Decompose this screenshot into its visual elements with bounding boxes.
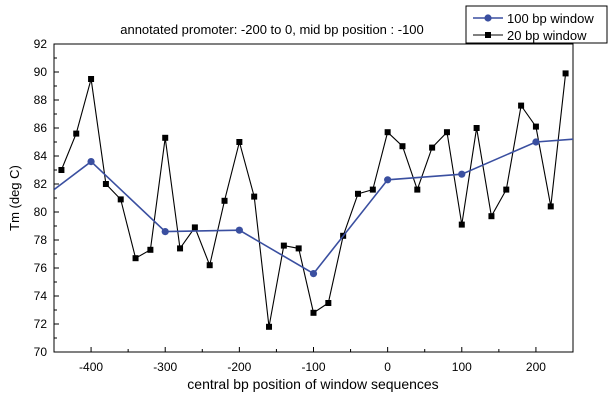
y-tick-label: 92: [34, 37, 48, 51]
data-point: [206, 262, 213, 269]
y-tick-label: 84: [34, 149, 48, 163]
chart-title: annotated promoter: -200 to 0, mid bp po…: [120, 22, 424, 37]
legend-label-20bp: 20 bp window: [507, 28, 587, 43]
data-point: [518, 102, 525, 109]
data-point: [310, 309, 317, 316]
data-point: [177, 245, 184, 252]
y-axis: 70 72 74 76 78 80 82 84 86 88 90 92: [34, 37, 59, 359]
data-point: [161, 228, 169, 236]
data-point: [147, 246, 154, 253]
x-axis: -400 -300 -200 -100 0 100 200: [79, 347, 546, 374]
plot-frame: [53, 43, 574, 353]
y-tick-label: 86: [34, 121, 48, 135]
data-point: [235, 226, 243, 234]
data-point: [236, 139, 243, 145]
x-tick-label: -200: [227, 360, 251, 374]
y-tick-label: 70: [34, 345, 48, 359]
x-tick-label: -300: [153, 360, 177, 374]
legend: 100 bp window 20 bp window: [465, 5, 608, 44]
data-point: [458, 170, 466, 178]
data-point: [532, 138, 540, 146]
series-100bp: [54, 138, 573, 278]
data-point: [191, 224, 198, 231]
series-line: [54, 138, 573, 275]
x-tick-label: 0: [384, 360, 391, 374]
series-line: [60, 73, 567, 327]
series-layer: [54, 70, 573, 330]
data-point: [132, 255, 139, 262]
data-point: [354, 190, 361, 197]
x-axis-label: central bp position of window sequences: [187, 376, 438, 392]
data-point: [532, 123, 539, 130]
data-point: [325, 300, 332, 306]
data-point: [384, 176, 392, 184]
data-point: [58, 167, 65, 173]
data-point: [369, 186, 376, 193]
series-20bp: [58, 70, 569, 330]
data-point: [384, 129, 391, 136]
y-tick-label: 76: [34, 261, 48, 275]
data-point: [87, 158, 95, 166]
data-point: [429, 144, 436, 151]
data-point: [547, 203, 554, 210]
data-point: [414, 186, 421, 193]
y-tick-label: 80: [34, 205, 48, 219]
y-axis-label: Tm (deg C): [7, 165, 22, 231]
y-tick-label: 78: [34, 233, 48, 247]
legend-label-100bp: 100 bp window: [507, 11, 594, 26]
data-point: [458, 221, 465, 228]
data-point: [117, 196, 124, 203]
x-tick-label: -400: [79, 360, 103, 374]
data-point: [309, 270, 318, 278]
x-tick-label: 200: [526, 360, 546, 374]
y-tick-label: 90: [34, 65, 48, 79]
data-point: [488, 213, 495, 220]
data-point: [102, 181, 109, 187]
data-point: [251, 193, 258, 200]
data-point: [443, 129, 450, 136]
y-tick-label: 72: [34, 317, 48, 331]
y-tick-label: 74: [34, 289, 48, 303]
data-point: [295, 245, 302, 252]
data-point: [473, 125, 480, 131]
data-point: [280, 242, 287, 249]
data-point: [399, 143, 406, 150]
y-tick-label: 88: [34, 93, 48, 107]
y-tick-label: 82: [34, 177, 48, 191]
x-tick-label: 100: [452, 360, 472, 374]
data-point: [221, 197, 228, 204]
data-point: [562, 70, 569, 77]
data-point: [73, 130, 80, 137]
legend-marker-20bp: [485, 32, 491, 38]
data-point: [503, 186, 510, 193]
x-tick-label: -100: [301, 360, 325, 374]
data-point: [266, 323, 273, 330]
data-point: [88, 76, 95, 82]
legend-marker-100bp: [484, 14, 492, 22]
data-point: [162, 134, 169, 141]
